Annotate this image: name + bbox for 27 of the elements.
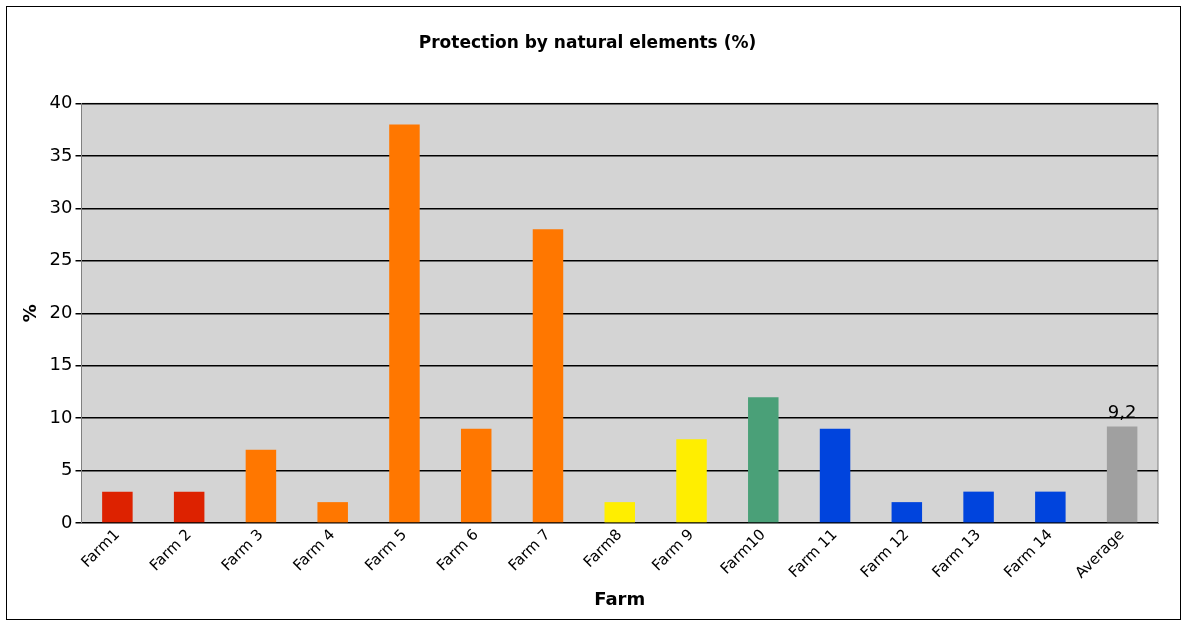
bar — [102, 491, 133, 523]
y-axis-title: % — [19, 304, 41, 323]
bar — [460, 428, 492, 523]
y-tick-label: 0 — [61, 510, 73, 532]
bar — [604, 502, 635, 523]
bar — [819, 428, 851, 523]
bar — [1106, 426, 1138, 523]
bar — [963, 491, 994, 523]
bar — [676, 439, 707, 523]
y-tick-label: 10 — [49, 405, 73, 427]
bar — [1035, 491, 1066, 523]
y-tick-label: 15 — [49, 353, 73, 375]
y-tick-label: 30 — [49, 196, 73, 217]
y-tick-label: 40 — [49, 91, 73, 113]
bar — [532, 229, 564, 523]
y-tick-label: 35 — [49, 143, 73, 165]
bar — [891, 502, 923, 523]
y-tick-label: 25 — [49, 248, 73, 270]
bar — [389, 124, 420, 523]
chart-title: Protection by natural elements (%) — [418, 31, 757, 52]
y-tick-label: 5 — [61, 458, 73, 480]
y-tick-label: 20 — [49, 300, 73, 322]
bar — [245, 449, 277, 523]
bar — [173, 491, 205, 523]
bar — [317, 502, 348, 523]
x-axis-title: Farm — [594, 587, 646, 609]
bar — [748, 397, 779, 523]
